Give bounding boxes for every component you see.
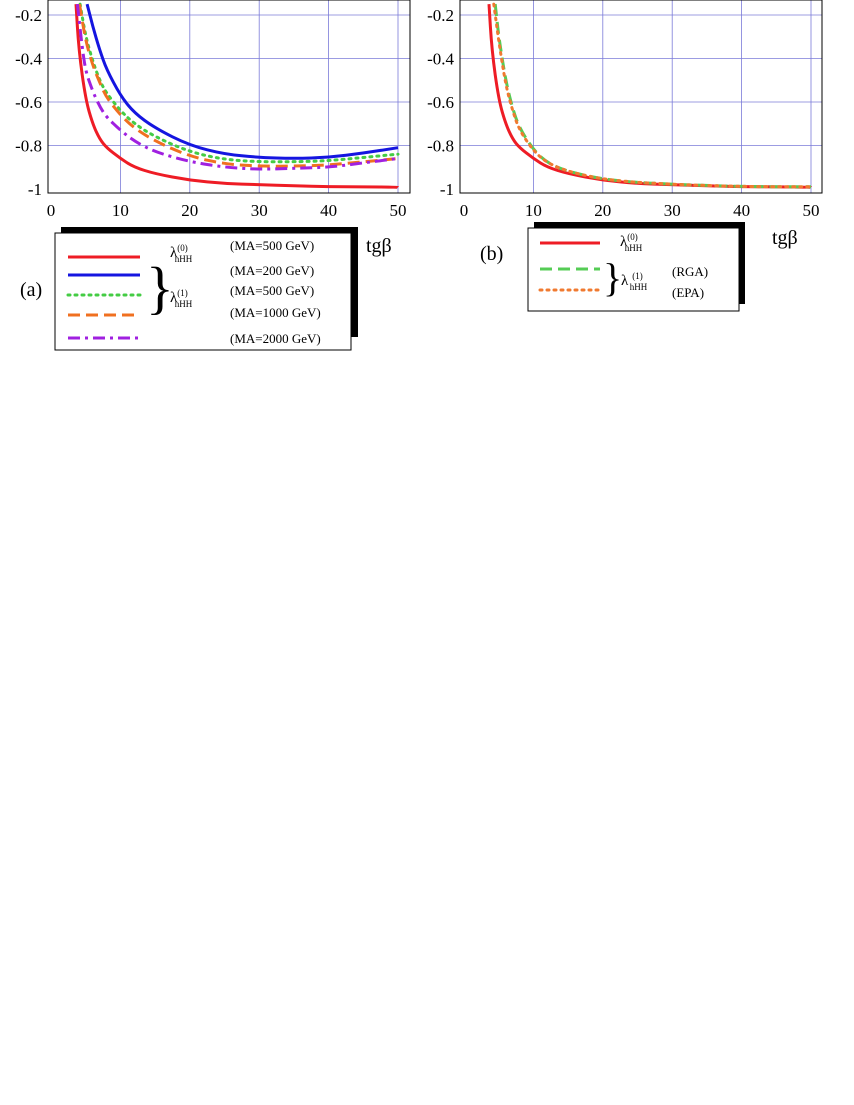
legend-entry: (MA=200 GeV) (230, 263, 314, 278)
x-tick-label: 40 (733, 201, 750, 220)
series-line (487, 4, 813, 189)
lambda-superscript: (0) (627, 232, 638, 242)
legend-shadow-right (350, 227, 358, 337)
legend-brace: } (146, 255, 174, 320)
x-tick-label: 0 (47, 201, 56, 220)
lambda-symbol: λ (170, 290, 178, 306)
legend-lambda1: λ(1)hHH (621, 271, 648, 292)
legend-entry: (RGA) (672, 264, 708, 279)
series-line (78, 3, 400, 168)
legend-entry: (MA=2000 GeV) (230, 331, 321, 346)
y-tick-labels: -0.2 -0.4 -0.6 -0.8 -1 (427, 6, 454, 199)
series-line (492, 2, 813, 189)
y-tick-label: -1 (440, 180, 454, 199)
lambda-symbol: λ (170, 245, 178, 261)
plot-frame (459, 0, 823, 194)
x-tick-label: 50 (803, 201, 820, 220)
x-tick-label: 10 (112, 201, 129, 220)
lambda-subscript: hHH (630, 282, 648, 292)
y-tick-label: -0.6 (427, 93, 454, 112)
legend-entry: (EPA) (672, 285, 704, 300)
legend-entries: (RGA) (EPA) (672, 264, 708, 300)
legend-lambda0: λ(0) hHH (170, 243, 193, 264)
lambda-superscript: (0) (177, 243, 188, 253)
legend-shadow-top (534, 222, 744, 230)
series-lines (74, 2, 400, 189)
lambda-superscript: (1) (632, 271, 643, 281)
legend-entries: (MA=500 GeV) (MA=200 GeV) (MA=500 GeV) (MA=… (230, 238, 321, 346)
chart-panel-a: -0.2 -0.4 -0.6 -0.8 -1 0 10 20 30 40 50 tgβ (a) λ… (15, 0, 411, 351)
series-line (85, 3, 399, 160)
panel-label: (a) (20, 279, 42, 301)
legend-lambda1: λ(1)hHH (170, 288, 193, 309)
lambda-subscript: hHH (175, 254, 193, 264)
y-tick-label: -1 (28, 180, 42, 199)
series-line (78, 2, 400, 164)
lambda-subscript: hHH (175, 299, 193, 309)
y-tick-label: -0.6 (15, 93, 42, 112)
plot-frame (47, 0, 411, 194)
x-tick-label: 20 (594, 201, 611, 220)
legend-entry: (MA=1000 GeV) (230, 305, 321, 320)
x-axis-label: tgβ (772, 227, 798, 249)
y-tick-label: -0.4 (427, 50, 454, 69)
legend-shadow-right (737, 222, 745, 304)
panel-label: (b) (480, 243, 503, 265)
lambda-superscript: (1) (177, 288, 188, 298)
y-tick-labels: -0.2 -0.4 -0.6 -0.8 -1 (15, 6, 42, 199)
x-tick-labels: 0 10 20 30 40 50 (47, 201, 407, 220)
x-tick-label: 0 (460, 201, 469, 220)
legend-swatches (538, 241, 602, 292)
series-line (74, 4, 400, 189)
legend-swatches (66, 255, 142, 340)
y-tick-label: -0.4 (15, 50, 42, 69)
x-tick-label: 20 (181, 201, 198, 220)
legend-entry: (MA=500 GeV) (230, 283, 314, 298)
lambda-subscript: hHH (625, 243, 643, 253)
x-tick-label: 10 (525, 201, 542, 220)
y-tick-label: -0.2 (15, 6, 42, 25)
x-tick-label: 50 (390, 201, 407, 220)
y-tick-label: -0.8 (427, 137, 454, 156)
legend-brace: } (603, 255, 622, 300)
x-tick-label: 30 (251, 201, 268, 220)
lambda-symbol: λ (621, 273, 629, 289)
x-tick-label: 30 (664, 201, 681, 220)
grid (48, 0, 410, 193)
series-lines (487, 2, 813, 189)
x-tick-label: 40 (320, 201, 337, 220)
y-tick-label: -0.2 (427, 6, 454, 25)
legend-box (54, 232, 352, 351)
series-line (75, 3, 399, 171)
lambda-symbol: λ (620, 234, 628, 250)
x-axis-label: tgβ (366, 235, 392, 257)
legend-lambda0: λ(0) hHH (620, 232, 643, 253)
series-line (493, 3, 811, 189)
legend-entry: (MA=500 GeV) (230, 238, 314, 253)
grid (460, 0, 822, 193)
chart-panel-b: -0.2 -0.4 -0.6 -0.8 -1 0 10 20 30 40 50 tgβ (b) λ… (427, 0, 823, 312)
y-tick-label: -0.8 (15, 137, 42, 156)
x-tick-labels: 0 10 20 30 40 50 (460, 201, 820, 220)
legend-shadow-top (61, 227, 356, 235)
